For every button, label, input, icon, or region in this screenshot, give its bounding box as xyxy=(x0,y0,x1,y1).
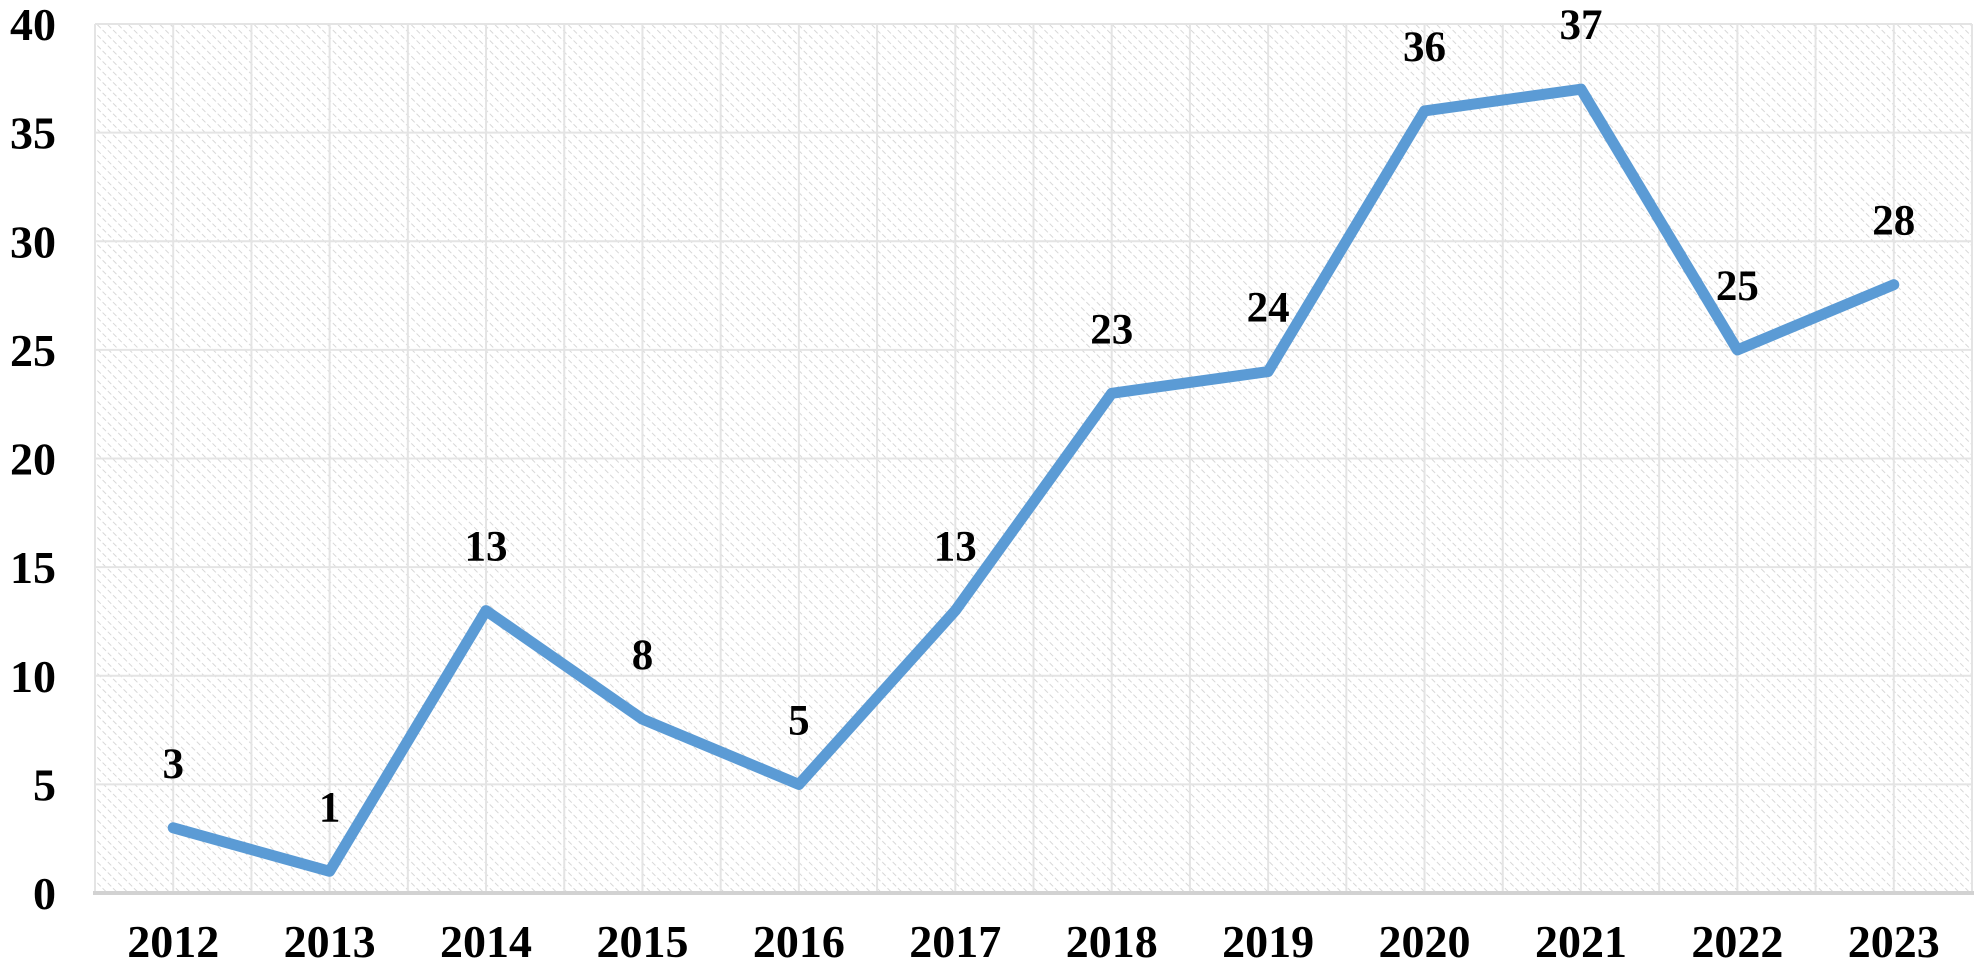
x-tick-label: 2019 xyxy=(1222,916,1314,967)
x-tick-label: 2013 xyxy=(284,916,376,967)
series xyxy=(167,83,1900,877)
x-tick-label: 2021 xyxy=(1535,916,1627,967)
series-line xyxy=(167,83,1900,877)
x-tick-label: 2017 xyxy=(909,916,1001,967)
x-tick-label: 2015 xyxy=(596,916,688,967)
y-tick-label: 35 xyxy=(10,108,56,159)
x-tick-label: 2014 xyxy=(440,916,532,967)
data-label: 13 xyxy=(934,524,977,571)
x-tick-label: 2020 xyxy=(1379,916,1471,967)
data-label: 5 xyxy=(788,697,810,744)
x-tick-label: 2012 xyxy=(127,916,219,967)
y-tick-label: 20 xyxy=(10,434,56,485)
x-tick-label: 2016 xyxy=(753,916,845,967)
data-label: 13 xyxy=(465,524,508,571)
x-tick-label: 2023 xyxy=(1848,916,1940,967)
gridlines xyxy=(94,23,1973,894)
data-label: 1 xyxy=(319,784,341,831)
y-tick-label: 5 xyxy=(33,759,56,810)
y-tick-label: 25 xyxy=(10,325,56,376)
data-label: 8 xyxy=(632,632,654,679)
x-tick-label: 2018 xyxy=(1066,916,1158,967)
y-tick-label: 0 xyxy=(33,868,56,919)
y-tick-label: 15 xyxy=(10,542,56,593)
data-label: 3 xyxy=(162,741,184,788)
data-label: 25 xyxy=(1716,263,1759,310)
y-tick-label: 30 xyxy=(10,216,56,267)
data-label: 24 xyxy=(1247,285,1290,332)
y-tick-label: 10 xyxy=(10,651,56,702)
data-label: 28 xyxy=(1872,198,1915,245)
y-tick-label: 40 xyxy=(10,0,56,50)
data-label: 23 xyxy=(1090,306,1133,353)
data-label: 36 xyxy=(1403,24,1446,71)
x-tick-label: 2022 xyxy=(1691,916,1783,967)
data-label: 37 xyxy=(1559,2,1602,49)
